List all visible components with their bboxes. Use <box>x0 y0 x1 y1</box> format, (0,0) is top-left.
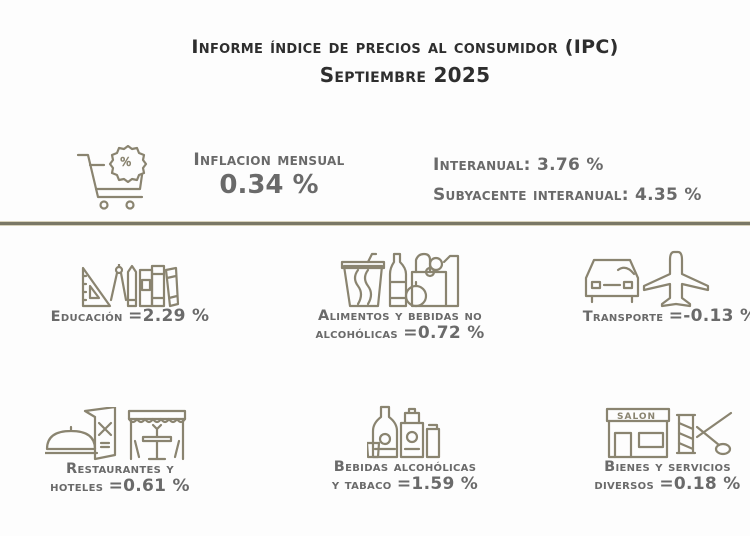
category-name: Transporte <box>582 309 664 325</box>
category-name-line2: alcohólicas <box>315 326 398 342</box>
category-name-line2: y tabaco <box>331 477 392 493</box>
education-books-icon <box>20 264 240 308</box>
category-value: =0.61 % <box>108 476 190 496</box>
interannual-label: Interanual: <box>433 155 531 175</box>
category-transport: Transporte =-0.13 % <box>570 250 750 326</box>
category-value: =0.18 % <box>659 474 741 494</box>
category-name-line2: hoteles <box>50 479 104 495</box>
restaurants-label: Restaurantes y hoteles =0.61 % <box>30 461 210 496</box>
transport-label: Transporte =-0.13 % <box>570 308 750 326</box>
shopping-cart-percent-icon: % <box>76 144 154 213</box>
category-value: =0.72 % <box>403 323 485 343</box>
misc-goods-label: Bienes y servicios diversos =0.18 % <box>585 459 750 494</box>
monthly-inflation-label: Inflacion mensual <box>193 150 345 170</box>
page-title: Informe índice de precios al consumidor … <box>0 33 750 89</box>
category-food: Alimentos y bebidas no alcohólicas =0.72… <box>290 252 510 343</box>
category-name-line1: Restaurantes y <box>66 461 174 477</box>
monthly-inflation-value: 0.34 % <box>219 170 319 200</box>
category-value: =1.59 % <box>396 474 479 494</box>
food-beverages-icon <box>290 252 510 308</box>
core-interannual-label: Subyacente interanual: <box>433 185 629 205</box>
category-misc-goods: SALON Bienes y servicios diversos =0.18 … <box>585 407 750 494</box>
category-name-line1: Alimentos y bebidas no <box>318 308 482 324</box>
svg-text:%: % <box>120 155 131 169</box>
interannual-row: Interanual: 3.76 % <box>433 150 702 180</box>
title-line-1: Informe índice de precios al consumidor … <box>191 36 619 58</box>
section-divider <box>0 222 750 225</box>
category-name: Educación <box>50 309 123 325</box>
category-value: =2.29 % <box>128 306 210 326</box>
category-name-line1: Bebidas alcohólicas <box>333 459 477 475</box>
category-name-line2: diversos <box>594 477 654 493</box>
category-restaurants: Restaurantes y hoteles =0.61 % <box>30 407 210 496</box>
category-alcohol: Bebidas alcohólicas y tabaco =1.59 % <box>305 405 505 494</box>
core-interannual-row: Subyacente interanual: 4.35 % <box>433 180 702 210</box>
interannual-value: 3.76 % <box>536 155 604 175</box>
category-education: Educación =2.29 % <box>20 264 240 326</box>
salon-sign: SALON <box>617 412 656 422</box>
core-interannual-value: 4.35 % <box>635 185 702 205</box>
car-airplane-icon <box>530 250 750 308</box>
food-label: Alimentos y bebidas no alcohólicas =0.72… <box>290 308 510 343</box>
salon-services-icon: SALON <box>585 407 750 459</box>
category-value: =-0.13 % <box>668 306 750 326</box>
category-name-line1: Bienes y servicios <box>604 459 731 475</box>
alcohol-label: Bebidas alcohólicas y tabaco =1.59 % <box>305 459 505 494</box>
interannual-block: Interanual: 3.76 % Subyacente interanual… <box>433 150 702 210</box>
alcohol-tobacco-icon <box>305 405 505 459</box>
title-line-2: Septiembre 2025 <box>319 63 491 87</box>
restaurant-hotel-icon <box>30 407 210 461</box>
education-label: Educación =2.29 % <box>20 308 240 326</box>
monthly-inflation: Inflacion mensual 0.34 % <box>184 150 354 200</box>
